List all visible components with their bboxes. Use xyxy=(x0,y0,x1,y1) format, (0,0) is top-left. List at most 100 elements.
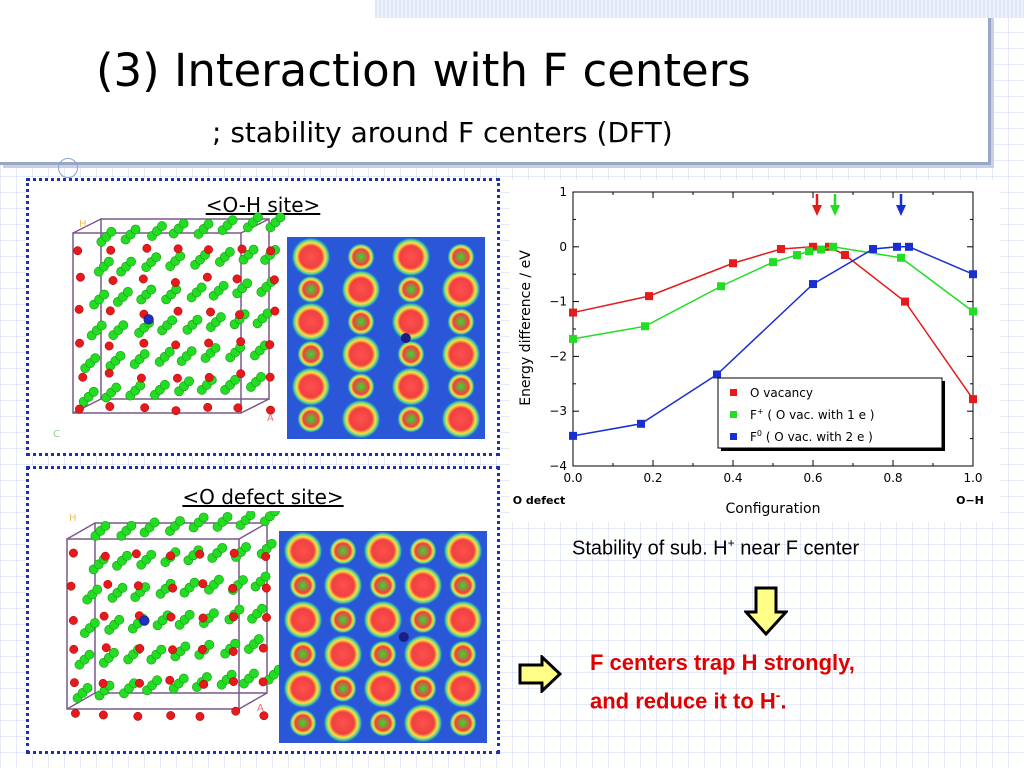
x-axis-label: Configuration xyxy=(726,501,821,517)
title-band-decoration xyxy=(375,0,1024,18)
density-blob xyxy=(449,709,477,737)
atom xyxy=(222,511,233,522)
atom xyxy=(198,579,208,589)
legend-entry: F+ ( O vac. with 1 e ) xyxy=(750,407,874,422)
o-defect-lattice-structure: H A xyxy=(66,511,284,721)
data-point xyxy=(969,307,977,316)
legend-entry: O vacancy xyxy=(750,386,813,400)
atom xyxy=(108,276,118,285)
atom xyxy=(133,711,143,721)
density-blob xyxy=(369,640,397,669)
density-blob xyxy=(397,340,425,369)
atom xyxy=(123,287,133,297)
atom xyxy=(256,372,266,382)
atom xyxy=(115,350,126,361)
density-blob xyxy=(283,668,323,709)
atom xyxy=(196,282,207,293)
y-tick-label: 1 xyxy=(559,185,567,199)
lattice-label-h: H xyxy=(79,219,87,230)
atom xyxy=(89,618,100,628)
atom xyxy=(198,613,208,623)
atom xyxy=(75,272,85,282)
density-blob xyxy=(391,301,431,342)
atom xyxy=(106,245,116,255)
atom xyxy=(142,243,152,253)
density-blob xyxy=(329,605,357,634)
atom xyxy=(99,611,109,621)
atom xyxy=(229,548,239,558)
atom xyxy=(217,542,228,553)
atom xyxy=(186,346,197,357)
atom xyxy=(192,314,203,325)
atom xyxy=(96,320,107,331)
atom xyxy=(108,647,119,658)
right-arrow-icon xyxy=(518,655,562,693)
atom xyxy=(210,343,221,353)
oh-lattice-structure: H C A xyxy=(53,212,286,440)
atom xyxy=(166,551,175,561)
density-blob xyxy=(283,599,323,640)
density-blob xyxy=(403,703,443,743)
atom xyxy=(184,376,194,387)
atom xyxy=(203,219,214,229)
atom xyxy=(133,581,143,591)
atom xyxy=(195,712,205,721)
atom xyxy=(149,517,160,528)
energy-chart-svg: 0.0 0.2 0.4 0.6 0.8 1.0 1 0 −1 −2 −3 −4 O vacancy F+… xyxy=(513,185,984,517)
atom xyxy=(204,639,215,650)
atom xyxy=(106,226,117,237)
hydrogen-site xyxy=(398,632,409,642)
atom xyxy=(232,274,242,284)
density-blob xyxy=(347,307,375,336)
atom xyxy=(167,315,178,326)
atom xyxy=(197,644,207,654)
density-blob xyxy=(403,565,443,606)
data-point xyxy=(569,431,577,440)
atom xyxy=(104,341,114,351)
density-blob xyxy=(449,571,477,600)
atom xyxy=(229,612,238,622)
density-blob xyxy=(441,269,481,310)
data-point xyxy=(717,282,725,291)
data-point xyxy=(809,242,817,251)
o-defect-density-map xyxy=(279,531,487,743)
density-blob xyxy=(297,340,325,369)
atom xyxy=(253,212,263,223)
atom xyxy=(165,675,175,685)
atom xyxy=(236,369,246,379)
atom xyxy=(270,306,280,316)
oh-site-panel: <O-H site> H C A xyxy=(26,178,500,456)
x-tick-label: 0.6 xyxy=(803,471,822,485)
cell-edge xyxy=(238,522,268,540)
legend-entry: F0 ( O vac. with 2 e ) xyxy=(750,429,873,444)
marker-arrow-head xyxy=(812,205,822,216)
data-point xyxy=(809,280,817,289)
legend-swatch xyxy=(730,433,737,440)
data-point xyxy=(641,322,649,331)
atom xyxy=(245,511,256,520)
atom xyxy=(130,224,141,235)
density-blob xyxy=(363,599,403,640)
x-tick-label: 0.4 xyxy=(723,471,742,485)
atom xyxy=(70,708,80,718)
atom xyxy=(68,548,78,558)
atom xyxy=(241,542,251,552)
atom xyxy=(249,668,259,679)
atom xyxy=(224,247,235,257)
atom xyxy=(118,320,129,331)
atom xyxy=(216,312,226,322)
atom xyxy=(157,221,167,231)
atom xyxy=(266,538,277,549)
atom xyxy=(103,579,113,589)
atom xyxy=(146,284,157,295)
density-blob xyxy=(443,599,483,640)
atom xyxy=(265,340,275,350)
atom xyxy=(171,278,180,287)
atom xyxy=(209,608,219,619)
density-blob xyxy=(369,709,397,737)
atom xyxy=(159,379,170,390)
atom xyxy=(88,386,99,397)
x-end-label-right: O−H xyxy=(956,494,984,507)
atom xyxy=(114,614,125,625)
density-blob xyxy=(283,531,323,571)
